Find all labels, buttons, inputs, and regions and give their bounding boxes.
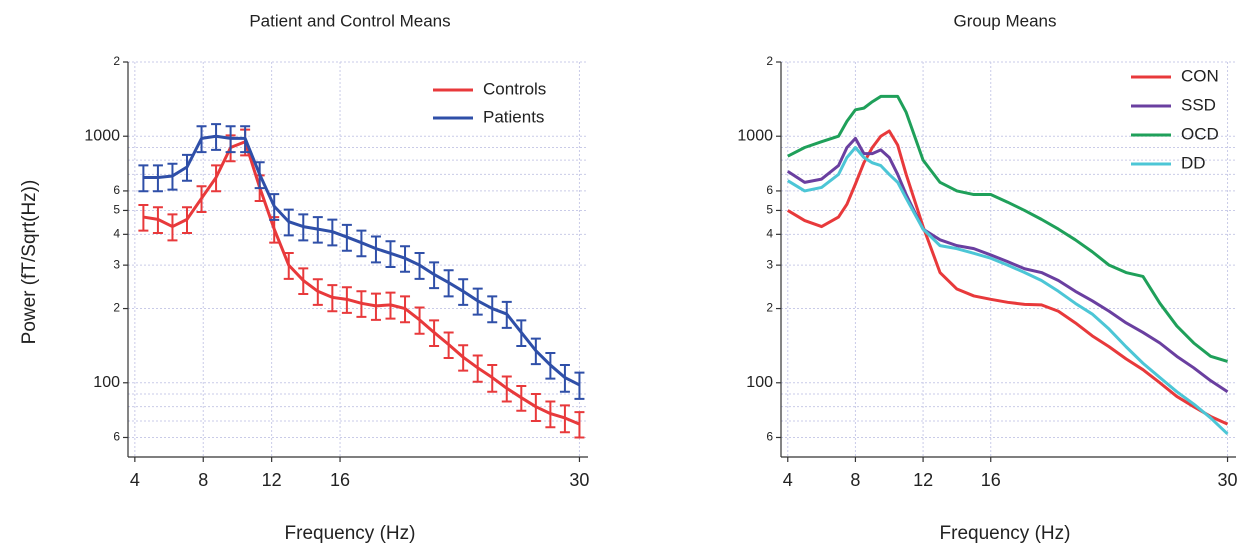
y-tick-label: 5 <box>766 203 773 217</box>
y-tick-label: 2 <box>113 54 120 68</box>
y-tick-label: 100 <box>93 374 120 391</box>
x-tick-label: 16 <box>330 470 350 490</box>
y-tick-label: 6 <box>766 183 773 197</box>
y-tick-label: 1000 <box>84 127 120 144</box>
y-tick-label: 6 <box>766 430 773 444</box>
error-bar <box>138 164 149 193</box>
series-line <box>143 140 581 426</box>
panel: Group Means Frequency (Hz) 2 1000 6 5 4 3 2 100 6 4… <box>737 11 1237 544</box>
error-bar <box>574 411 585 439</box>
chart-title: Group Means <box>954 11 1057 30</box>
legend-label: OCD <box>1181 124 1219 143</box>
y-tick-label: 1000 <box>737 127 773 144</box>
x-tick-label: 4 <box>783 470 793 490</box>
y-tick-label: 2 <box>766 54 773 68</box>
y-tick-label: 4 <box>113 227 120 241</box>
legend-label: Controls <box>483 79 546 98</box>
series-line <box>143 134 581 387</box>
y-tick-label: 4 <box>766 227 773 241</box>
x-tick-label: 8 <box>198 470 208 490</box>
y-tick-label: 100 <box>746 374 773 391</box>
y-tick-label: 3 <box>113 257 120 271</box>
legend-label: Patients <box>483 107 544 126</box>
series-line <box>786 129 1229 426</box>
chart-title: Patient and Control Means <box>249 11 450 30</box>
series-line <box>786 136 1229 393</box>
y-tick-label: 2 <box>766 301 773 315</box>
x-tick-label: 8 <box>850 470 860 490</box>
x-tick-label: 12 <box>262 470 282 490</box>
x-axis-label: Frequency (Hz) <box>940 523 1071 544</box>
x-tick-label: 30 <box>1218 470 1238 490</box>
y-tick-label: 6 <box>113 430 120 444</box>
y-tick-label: 2 <box>113 301 120 315</box>
x-tick-label: 30 <box>569 470 589 490</box>
x-tick-label: 4 <box>130 470 140 490</box>
y-tick-label: 3 <box>766 257 773 271</box>
legend-label: SSD <box>1181 95 1216 114</box>
series-line <box>786 146 1229 436</box>
x-tick-label: 12 <box>913 470 933 490</box>
legend-label: DD <box>1181 153 1206 172</box>
x-axis-label: Frequency (Hz) <box>285 523 416 544</box>
panel: Patient and Control Means Frequency (Hz) P… <box>19 11 589 544</box>
y-axis-label: Power (fT/Sqrt(Hz)) <box>19 180 40 345</box>
series-line <box>787 94 1228 363</box>
y-tick-label: 6 <box>113 183 120 197</box>
y-tick-label: 5 <box>113 203 120 217</box>
error-bar <box>574 371 585 400</box>
legend-label: CON <box>1181 66 1219 85</box>
x-tick-label: 16 <box>981 470 1001 490</box>
